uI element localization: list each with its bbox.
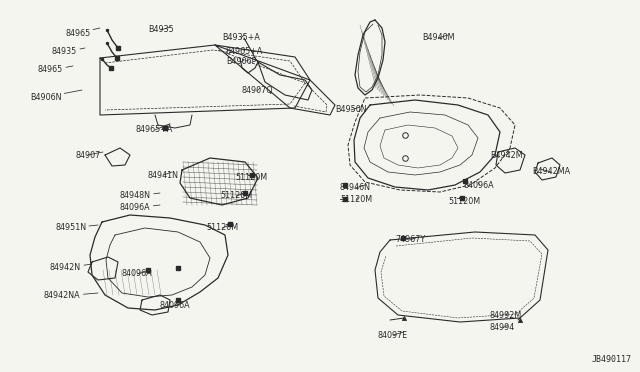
Text: 84907: 84907 [75,151,103,160]
Text: 84965+A: 84965+A [136,125,173,135]
Text: B4935+A: B4935+A [222,33,260,42]
Text: 84941N: 84941N [148,170,179,180]
Text: B4935: B4935 [148,26,173,35]
Text: 84948N: 84948N [120,192,160,201]
Text: 84942NA: 84942NA [44,292,98,301]
Text: 84946N: 84946N [340,183,371,192]
Text: B4940M: B4940M [422,33,454,42]
Text: 74967Y: 74967Y [395,235,425,244]
Text: 84096A: 84096A [160,301,191,310]
Text: 51120M: 51120M [206,224,238,232]
Text: 51120M: 51120M [220,192,252,201]
Text: B4906P: B4906P [226,58,257,67]
Text: 84097E: 84097E [378,330,408,340]
Text: B4950N: B4950N [335,106,367,115]
Text: B4906N: B4906N [30,90,82,102]
Text: 84994: 84994 [490,324,515,333]
Text: 84942N: 84942N [50,263,92,273]
Text: 84907Q: 84907Q [241,87,273,96]
Text: B4942M: B4942M [490,151,523,160]
Text: 84096A: 84096A [464,180,495,189]
Text: 84096A: 84096A [122,269,152,279]
Text: 84935: 84935 [52,48,85,57]
Text: JB490117: JB490117 [592,355,632,364]
Text: 51120M: 51120M [340,196,372,205]
Text: 51120M: 51120M [448,196,480,205]
Text: 84096A: 84096A [120,203,160,212]
Text: 51120M: 51120M [235,173,267,183]
Text: B4942MA: B4942MA [532,167,570,176]
Text: 84951N: 84951N [55,224,98,232]
Text: 84965: 84965 [65,28,100,38]
Text: 84965+A: 84965+A [226,46,264,55]
Text: 84992M: 84992M [490,311,522,320]
Text: 84965: 84965 [38,65,73,74]
